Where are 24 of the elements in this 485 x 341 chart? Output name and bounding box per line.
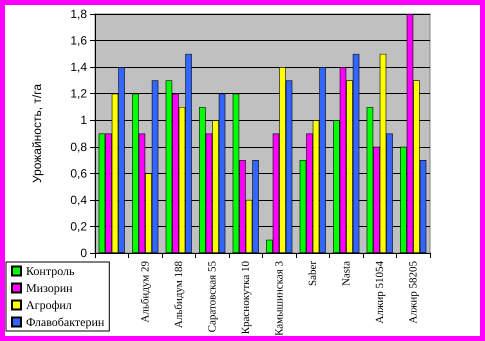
- y-tick-label: 0: [80, 246, 88, 260]
- x-tick-label: Саратовская 55: [206, 260, 218, 332]
- y-tick-label: 1,6: [70, 34, 88, 48]
- x-tick-label: Saber: [306, 260, 319, 286]
- y-tick-label: 0,6: [70, 166, 88, 180]
- x-tick-label: Алжир 51054: [374, 260, 386, 324]
- y-axis-title: Урожайность, т/га: [30, 84, 44, 184]
- x-tick-label: Альбидум 188: [172, 260, 185, 328]
- x-tick-label: Nasta: [340, 260, 352, 286]
- y-tick-label: 1,4: [70, 60, 88, 74]
- y-tick-label: 1: [80, 113, 88, 128]
- legend-label: Контроль: [26, 264, 76, 278]
- y-tick-label: 0,8: [70, 140, 88, 154]
- x-tick-label: Камышинская 3: [273, 260, 286, 336]
- y-tick-label: 0,2: [70, 219, 88, 234]
- x-tick-label: Алжир 58205: [407, 260, 420, 324]
- legend-label: Флавобактерин: [26, 315, 105, 329]
- y-tick-label: 1,8: [70, 7, 88, 21]
- legend-label: Агрофил: [26, 298, 72, 312]
- y-tick-label: 1,2: [70, 86, 88, 101]
- y-tick-label: 0,4: [70, 192, 88, 207]
- x-tick-label: Краснокутка 10: [240, 260, 252, 334]
- x-tick-label: Альбидум 29: [139, 260, 152, 323]
- legend-label: Мизорин: [26, 281, 74, 295]
